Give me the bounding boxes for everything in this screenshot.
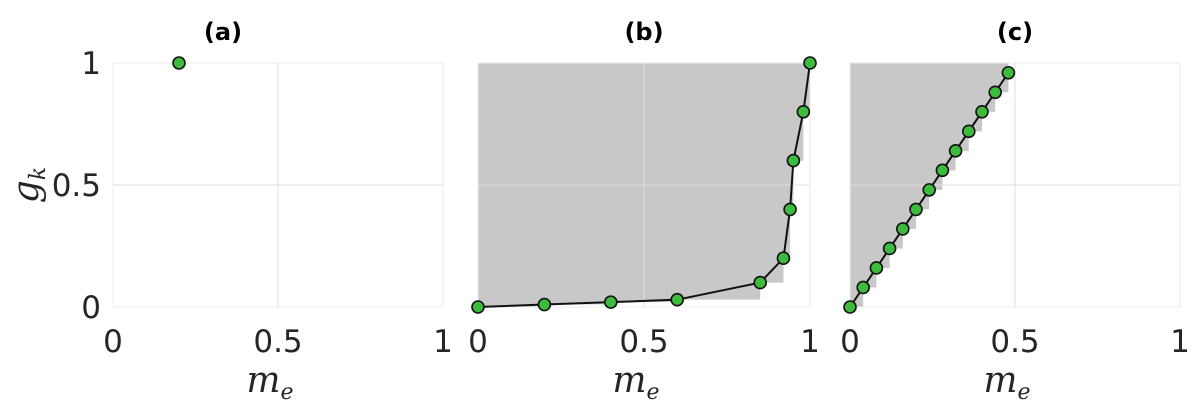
data-point bbox=[803, 56, 817, 70]
panel-title: (a) bbox=[204, 18, 242, 46]
axes-box bbox=[849, 62, 1181, 308]
panel-c: (c) 0 0.5 1 me bbox=[840, 18, 1190, 405]
data-point bbox=[1001, 65, 1016, 80]
y-tick-label: 0 bbox=[81, 290, 101, 326]
x-tick-label: 0 bbox=[468, 324, 488, 360]
panel-title: (b) bbox=[624, 18, 663, 46]
data-point bbox=[603, 295, 618, 309]
x-tick-label: 1 bbox=[1170, 324, 1190, 360]
y-axis-label-group: gk bbox=[6, 167, 51, 203]
data-point bbox=[895, 222, 910, 236]
data-point bbox=[948, 144, 963, 158]
data-point bbox=[796, 105, 811, 119]
x-axis-label: me bbox=[983, 360, 1030, 405]
data-point bbox=[882, 241, 897, 256]
x-tick-label: 1 bbox=[433, 324, 453, 360]
series-line bbox=[477, 62, 811, 308]
x-axis-label: me bbox=[612, 360, 659, 405]
data-point bbox=[783, 202, 797, 217]
panel-a: (a) 0 0.5 1 0 0.5 1 me gk bbox=[6, 18, 453, 405]
data-point bbox=[753, 275, 768, 290]
data-point bbox=[856, 280, 871, 295]
x-tick-label: 0.5 bbox=[619, 324, 668, 360]
data-point bbox=[670, 292, 685, 307]
data-point bbox=[537, 297, 552, 312]
data-point bbox=[988, 85, 1003, 100]
data-point bbox=[172, 56, 186, 70]
axes-box bbox=[477, 62, 811, 308]
x-axis-label: me bbox=[246, 360, 293, 405]
y-axis-label: gk bbox=[6, 167, 51, 203]
x-tick-label: 1 bbox=[800, 324, 820, 360]
y-tick-label: 0.5 bbox=[52, 168, 101, 204]
panel-title: (c) bbox=[997, 18, 1033, 46]
x-tick-label: 0 bbox=[840, 324, 860, 360]
data-point bbox=[922, 183, 937, 197]
x-tick-label: 0.5 bbox=[990, 324, 1039, 360]
data-point bbox=[935, 163, 950, 178]
y-tick-label: 1 bbox=[81, 46, 101, 82]
x-tick-label: 0.5 bbox=[253, 324, 302, 360]
data-point bbox=[961, 124, 976, 139]
data-point bbox=[843, 300, 857, 314]
panel-b: (b) 0 0.5 1 me bbox=[468, 18, 820, 405]
data-point bbox=[776, 251, 791, 266]
axes-box bbox=[112, 62, 444, 308]
data-point bbox=[869, 261, 884, 275]
data-point bbox=[786, 153, 801, 168]
data-point bbox=[909, 202, 923, 217]
data-point bbox=[975, 105, 989, 119]
x-tick-label: 0 bbox=[103, 324, 123, 360]
data-point bbox=[471, 300, 485, 314]
